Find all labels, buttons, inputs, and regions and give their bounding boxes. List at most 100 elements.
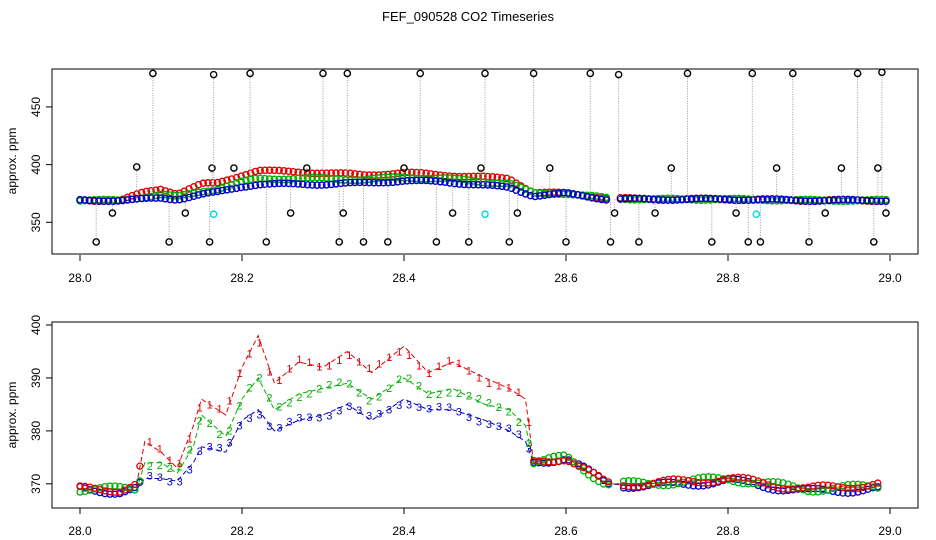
series3-point (232, 184, 241, 193)
series-1-label: 1 (276, 375, 282, 387)
series1-point (161, 187, 170, 195)
series-1-label: 1 (526, 417, 532, 429)
series-2-point (764, 478, 772, 486)
series3-point (592, 194, 601, 203)
series-2-label: 2 (326, 379, 332, 391)
series3-point (261, 180, 269, 189)
series3-point (517, 188, 525, 196)
series-1-label: 1 (386, 352, 392, 364)
series3-point (716, 195, 724, 203)
series3-point (687, 195, 696, 203)
series2-point (270, 175, 279, 184)
series1-point (474, 172, 483, 181)
series3-point (384, 178, 392, 187)
series3-point (773, 195, 781, 203)
series2-point (275, 175, 283, 184)
y-tick-label: 390 (29, 368, 43, 388)
series-2-label: 2 (416, 381, 422, 393)
series-1-point (555, 458, 563, 466)
series-3-label: 3 (266, 421, 272, 433)
series3-point (374, 178, 383, 187)
series-3-label: 3 (326, 410, 332, 422)
series3-point (398, 177, 407, 186)
y-tick-label: 400 (29, 154, 43, 174)
series3-point (782, 195, 791, 204)
series-1-label: 1 (237, 368, 243, 380)
series3-point (512, 186, 520, 195)
series-3-label: 3 (406, 399, 412, 411)
series2-point (450, 174, 459, 183)
series-2-point (859, 481, 867, 489)
series-3-label: 3 (187, 465, 193, 477)
outlier-point (205, 238, 214, 246)
series2-point (389, 173, 397, 181)
series-1-label: 1 (446, 355, 452, 367)
series-3-line (79, 398, 874, 493)
series2-point (194, 188, 203, 197)
series3-point (341, 179, 350, 187)
outlier-point (108, 209, 117, 217)
series-3-point (849, 489, 857, 497)
series-3-point (854, 488, 862, 496)
series-3-label: 3 (376, 408, 382, 420)
series2-point (232, 179, 241, 187)
series-3-label: 3 (246, 413, 252, 425)
series3-point (706, 194, 715, 203)
outlier-point (319, 69, 327, 78)
outlier-point (343, 69, 352, 78)
series-1-point (849, 484, 857, 493)
series3-point (853, 196, 862, 204)
series-1-point (859, 483, 867, 492)
series3-point (246, 182, 255, 191)
series3-point (664, 196, 672, 204)
series3-point (697, 194, 705, 203)
outlier-point (477, 164, 485, 172)
series3-point (645, 195, 653, 203)
series3-point (498, 182, 506, 191)
series-2-label: 2 (336, 377, 342, 389)
series2-point (445, 174, 454, 182)
series-1-label: 1 (356, 356, 362, 368)
series3-point (389, 178, 397, 187)
series-2-label: 2 (406, 373, 412, 385)
series3-point (630, 194, 639, 203)
series-3-label: 3 (296, 412, 302, 424)
series-3-label: 3 (446, 402, 452, 414)
series-1-point (724, 474, 732, 482)
series-2-point (849, 480, 857, 488)
outlier-point (744, 238, 753, 246)
series-1-point (689, 478, 697, 486)
series3-point (317, 181, 326, 189)
series3-point (104, 197, 113, 206)
series-1-point (560, 457, 568, 465)
series-1-point (589, 468, 598, 477)
series-2-point (869, 483, 877, 491)
series-1-label: 1 (496, 381, 502, 393)
series-1-point (659, 476, 668, 484)
series3-point (313, 181, 321, 189)
series-1-point (694, 478, 702, 487)
series-3-label: 3 (456, 406, 462, 418)
series3-point (294, 180, 302, 188)
series3-point (649, 195, 658, 204)
series-3-label: 3 (336, 405, 342, 417)
outlier-point (92, 238, 100, 246)
series-2-label: 2 (466, 390, 472, 402)
series3-point (213, 187, 222, 196)
series1-point (422, 169, 430, 178)
series-1-label: 1 (217, 403, 223, 415)
outlier-point (230, 164, 238, 172)
series3-point (147, 194, 155, 202)
series3-point (830, 196, 838, 204)
series-1-label: 1 (167, 455, 173, 467)
series-3-label: 3 (496, 421, 502, 433)
series3-point (166, 195, 174, 204)
series-2-label: 2 (276, 401, 282, 413)
series-2-point (565, 453, 573, 462)
series2-point (227, 180, 236, 189)
series-3-label: 3 (386, 404, 392, 416)
series1-point (289, 167, 298, 176)
series-1-point (834, 483, 842, 491)
series3-point (436, 177, 445, 186)
series-1-label: 1 (456, 358, 462, 370)
